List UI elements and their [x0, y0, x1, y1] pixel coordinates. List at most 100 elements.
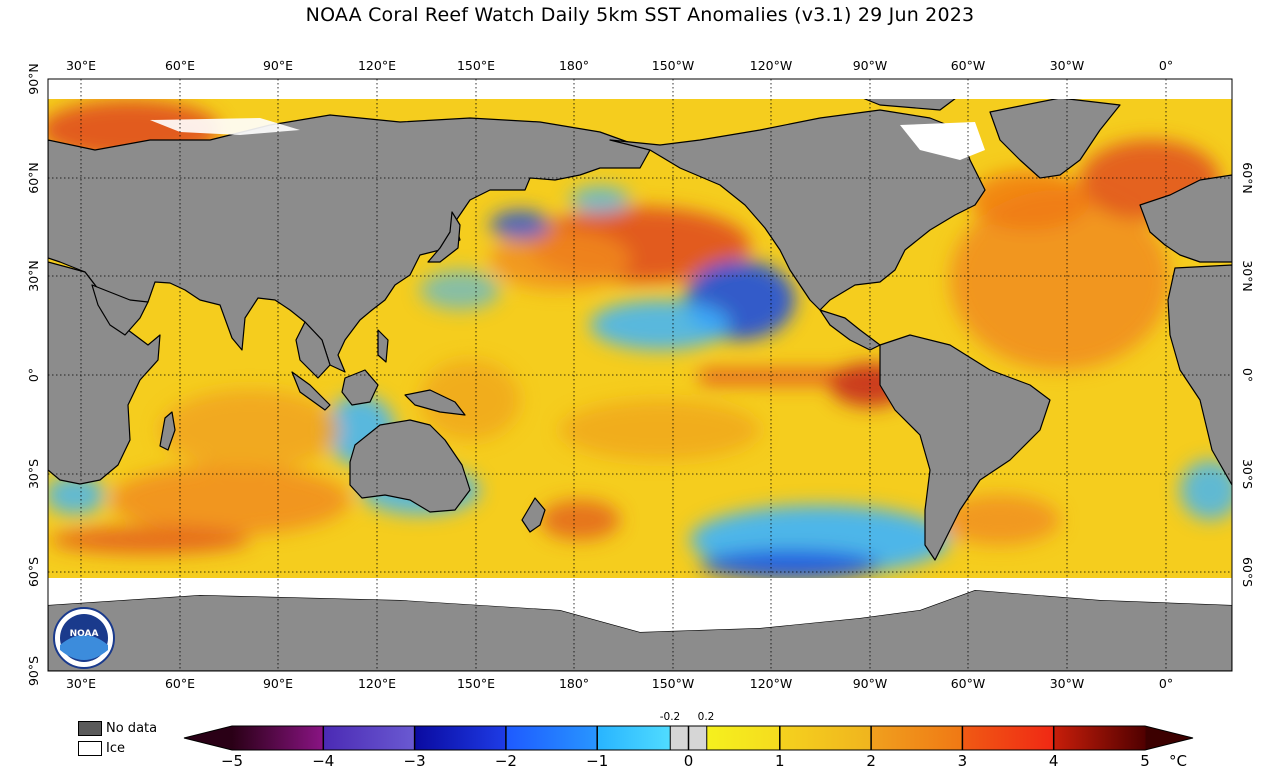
lon-label-bottom: 90°E: [263, 676, 293, 691]
lon-label-bottom: 60°W: [951, 676, 986, 691]
land-sumatra: [291, 371, 331, 411]
ice-label: Ice: [106, 740, 125, 756]
colorbar-small-tick: 0.2: [698, 711, 715, 723]
lat-label-left: 30°S: [26, 459, 41, 489]
graticule: [48, 79, 1232, 671]
colorbar-small-tick: -0.2: [660, 711, 681, 723]
colorbar-cells: [183, 725, 1194, 751]
land-europe: [1139, 174, 1232, 263]
lon-label-bottom: 150°W: [652, 676, 694, 691]
lat-label-right: 30°S: [1240, 459, 1255, 489]
land-north-america: [609, 109, 986, 311]
lat-label-right: 0°: [1240, 368, 1255, 382]
lat-label-left: 30°N: [26, 260, 41, 292]
lon-label-top: 120°E: [358, 58, 396, 73]
colorbar-tick-label: −2: [495, 752, 517, 770]
colorbar-unit: °C: [1169, 752, 1187, 770]
lat-label-left: 0°: [26, 368, 41, 382]
colorbar-segment: [779, 726, 872, 750]
land-arabia: [91, 284, 149, 336]
lon-label-top: 90°W: [853, 58, 888, 73]
colorbar-segment: [414, 726, 507, 750]
lon-label-bottom: 30°E: [66, 676, 96, 691]
legend-keys: No data Ice: [78, 718, 157, 758]
colorbar-segment: [962, 726, 1055, 750]
lon-label-bottom: 120°W: [750, 676, 792, 691]
land-philippines: [377, 329, 389, 363]
colorbar-tick-label: 5: [1140, 752, 1150, 770]
map-title: NOAA Coral Reef Watch Daily 5km SST Anom…: [305, 4, 975, 26]
colorbar-tick-label: −1: [586, 752, 608, 770]
no-data-swatch: [78, 720, 102, 736]
lon-labels-top: 30°E 60°E 90°E 120°E 150°E 180° 150°W 12…: [66, 58, 1173, 73]
colorbar-tick-label: −3: [404, 752, 426, 770]
colorbar-segment: [706, 726, 781, 750]
lon-label-bottom: 30°W: [1050, 676, 1085, 691]
lon-label-top: 150°W: [652, 58, 694, 73]
land-madagascar: [159, 411, 176, 451]
lon-label-top: 30°W: [1050, 58, 1085, 73]
land-masses: [48, 79, 1232, 671]
lon-label-bottom: 60°E: [165, 676, 195, 691]
lon-label-bottom: 120°E: [358, 676, 396, 691]
lon-label-bottom: 90°W: [853, 676, 888, 691]
colorbar-frame: [183, 725, 1194, 751]
lon-label-top: 150°E: [457, 58, 495, 73]
colorbar: −5 −4 −3 −2 −1 0 1 2 3 4 5 -0.2 0.2 °C: [183, 711, 1194, 770]
lat-label-left: 60°N: [26, 162, 41, 194]
lat-labels-right: 60°N 30°N 0° 30°S 60°S: [1240, 162, 1255, 587]
land-central-america: [819, 309, 881, 351]
map-frame: [47, 78, 1233, 672]
lat-label-right: 30°N: [1240, 260, 1255, 292]
colorbar-segment: [505, 726, 598, 750]
lon-label-top: 120°W: [750, 58, 792, 73]
lon-label-bottom: 180°: [559, 676, 589, 691]
lon-label-top: 30°E: [66, 58, 96, 73]
colorbar-segment: [323, 726, 416, 750]
lon-label-top: 60°E: [165, 58, 195, 73]
colorbar-segment: [597, 726, 671, 750]
land-greenland: [989, 97, 1121, 179]
colorbar-min-extension: [184, 726, 232, 750]
land-eurasia: [48, 114, 651, 373]
colorbar-tick-label: 1: [775, 752, 785, 770]
lon-labels-bottom: 30°E 60°E 90°E 120°E 150°E 180° 150°W 12…: [66, 676, 1173, 691]
lon-label-top: 90°E: [263, 58, 293, 73]
colorbar-max-extension: [1145, 726, 1193, 750]
lat-label-left: 90°S: [26, 656, 41, 686]
ice-swatch: [78, 740, 102, 756]
sst-anomaly-map: NOAA 30°E 60°E 90°E 120°E 150°E 180° 150…: [26, 58, 1255, 691]
lon-label-top: 0°: [1159, 58, 1173, 73]
legend-ice: Ice: [78, 738, 157, 758]
colorbar-segment: [1053, 726, 1146, 750]
lat-label-right: 60°S: [1240, 557, 1255, 587]
no-data-label: No data: [106, 720, 158, 736]
colorbar-tick-label: 0: [684, 752, 694, 770]
land-new-zealand: [521, 497, 546, 533]
lat-label-left: 60°S: [26, 557, 41, 587]
land-borneo: [341, 369, 379, 406]
land-indochina: [295, 321, 331, 379]
noaa-logo: NOAA: [53, 607, 115, 669]
noaa-logo-text: NOAA: [70, 629, 99, 639]
lon-label-bottom: 0°: [1159, 676, 1173, 691]
lat-label-right: 60°N: [1240, 162, 1255, 194]
colorbar-segment: [871, 726, 963, 750]
colorbar-tick-labels: −5 −4 −3 −2 −1 0 1 2 3 4 5: [221, 752, 1150, 770]
colorbar-tick-label: −5: [221, 752, 243, 770]
lat-label-left: 90°N: [26, 63, 41, 95]
colorbar-tick-label: −4: [312, 752, 334, 770]
land-new-guinea: [404, 389, 466, 416]
colorbar-tick-label: 2: [866, 752, 876, 770]
sea-ice: [48, 79, 1232, 632]
land-south-america: [879, 334, 1051, 561]
colorbar-tick-label: 3: [958, 752, 968, 770]
lat-labels-left: 90°N 60°N 30°N 0° 30°S 60°S 90°S: [26, 63, 41, 686]
lon-label-bottom: 150°E: [457, 676, 495, 691]
lon-label-top: 180°: [559, 58, 589, 73]
land-australia: [349, 419, 471, 513]
land-japan: [427, 211, 461, 263]
legend-no-data: No data: [78, 718, 157, 738]
colorbar-tick-label: 4: [1049, 752, 1059, 770]
lon-label-top: 60°W: [951, 58, 986, 73]
